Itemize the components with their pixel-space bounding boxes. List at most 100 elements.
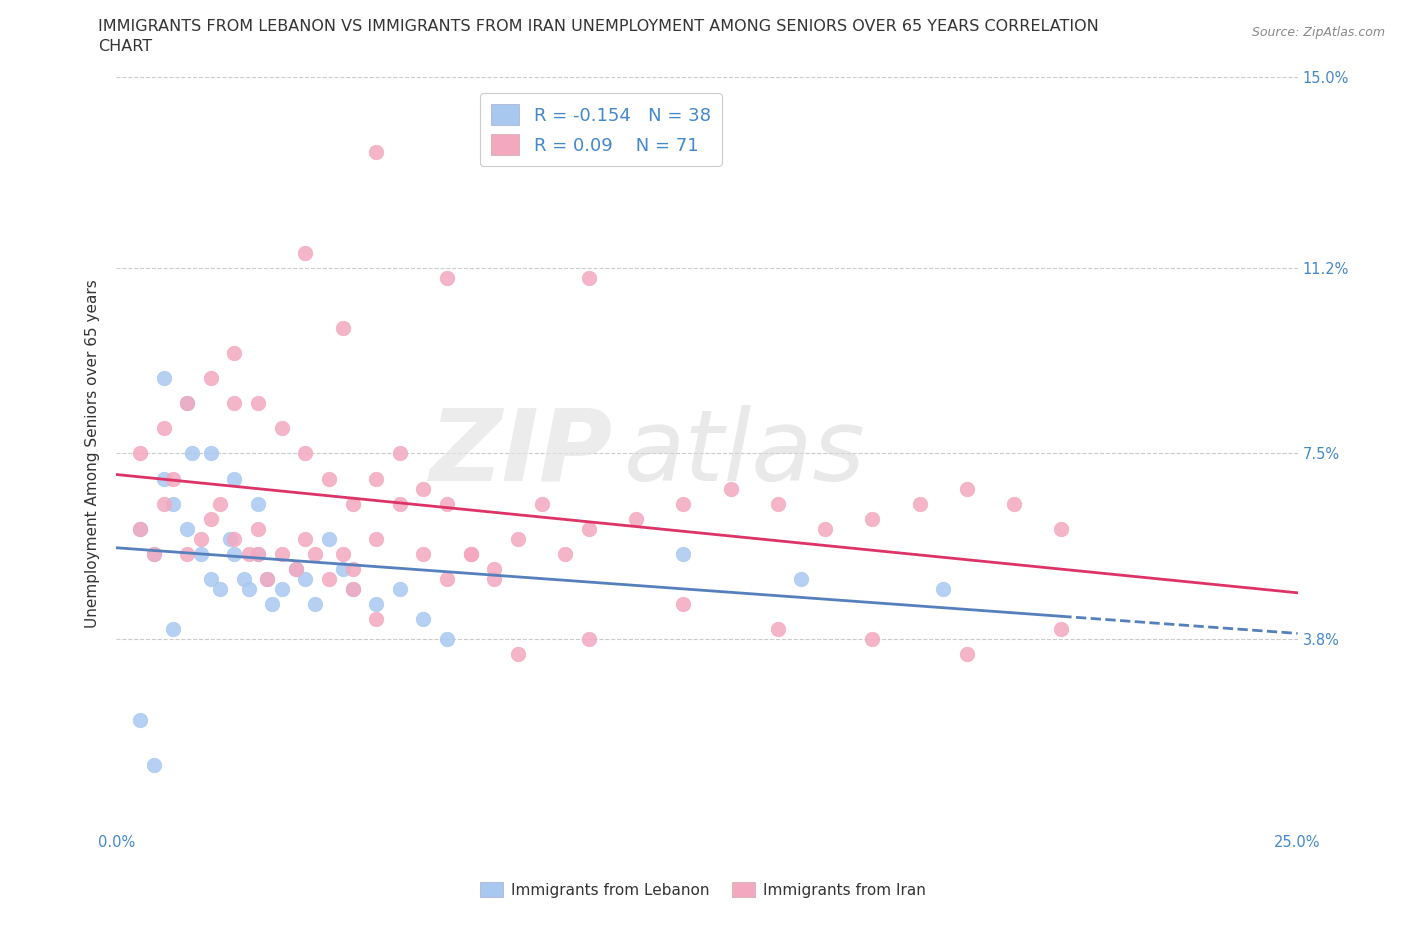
Point	[232, 572, 254, 587]
Legend: R = -0.154   N = 38, R = 0.09    N = 71: R = -0.154 N = 38, R = 0.09 N = 71	[479, 93, 721, 166]
Point	[672, 597, 695, 612]
Point	[672, 497, 695, 512]
Point	[129, 446, 152, 461]
Point	[530, 497, 553, 512]
Point	[143, 757, 166, 772]
Legend: Immigrants from Lebanon, Immigrants from Iran: Immigrants from Lebanon, Immigrants from…	[474, 875, 932, 904]
Point	[814, 522, 837, 537]
Text: atlas: atlas	[624, 405, 866, 502]
Point	[790, 572, 813, 587]
Point	[908, 497, 931, 512]
Point	[342, 581, 364, 596]
Point	[304, 597, 326, 612]
Point	[1050, 522, 1073, 537]
Point	[152, 371, 174, 386]
Point	[176, 547, 198, 562]
Point	[180, 446, 202, 461]
Point	[238, 581, 260, 596]
Point	[270, 547, 292, 562]
Point	[129, 522, 152, 537]
Point	[318, 572, 340, 587]
Point	[672, 547, 695, 562]
Point	[318, 472, 340, 486]
Point	[224, 547, 246, 562]
Point	[332, 547, 354, 562]
Text: IMMIGRANTS FROM LEBANON VS IMMIGRANTS FROM IRAN UNEMPLOYMENT AMONG SENIORS OVER : IMMIGRANTS FROM LEBANON VS IMMIGRANTS FR…	[98, 19, 1099, 33]
Point	[224, 472, 246, 486]
Point	[284, 562, 307, 577]
Point	[342, 497, 364, 512]
Point	[484, 572, 506, 587]
Point	[578, 271, 600, 286]
Point	[162, 497, 184, 512]
Point	[200, 512, 222, 526]
Point	[388, 581, 411, 596]
Point	[162, 472, 184, 486]
Point	[484, 562, 506, 577]
Point	[366, 597, 388, 612]
Point	[200, 371, 222, 386]
Point	[624, 512, 647, 526]
Point	[860, 512, 883, 526]
Point	[256, 572, 278, 587]
Point	[388, 446, 411, 461]
Point	[190, 531, 212, 546]
Point	[860, 631, 883, 646]
Point	[388, 497, 411, 512]
Point	[366, 612, 388, 627]
Point	[200, 572, 222, 587]
Point	[506, 647, 529, 662]
Point	[294, 572, 316, 587]
Point	[270, 581, 292, 596]
Point	[294, 531, 316, 546]
Point	[143, 547, 166, 562]
Point	[956, 647, 979, 662]
Point	[176, 522, 198, 537]
Point	[956, 481, 979, 496]
Point	[218, 531, 240, 546]
Point	[1002, 497, 1025, 512]
Point	[247, 396, 270, 411]
Point	[270, 421, 292, 436]
Point	[294, 446, 316, 461]
Point	[209, 581, 232, 596]
Point	[238, 547, 260, 562]
Point	[436, 572, 458, 587]
Point	[143, 547, 166, 562]
Point	[129, 712, 152, 727]
Point	[412, 481, 434, 496]
Text: ZIP: ZIP	[429, 405, 613, 502]
Point	[262, 597, 284, 612]
Point	[412, 547, 434, 562]
Point	[304, 547, 326, 562]
Point	[247, 497, 270, 512]
Point	[176, 396, 198, 411]
Point	[152, 472, 174, 486]
Point	[366, 145, 388, 160]
Point	[578, 631, 600, 646]
Point	[766, 497, 789, 512]
Point	[460, 547, 482, 562]
Point	[224, 346, 246, 361]
Point	[190, 547, 212, 562]
Point	[436, 271, 458, 286]
Point	[256, 572, 278, 587]
Point	[332, 321, 354, 336]
Point	[554, 547, 576, 562]
Point	[436, 631, 458, 646]
Point	[766, 622, 789, 637]
Point	[342, 562, 364, 577]
Point	[932, 581, 955, 596]
Text: Source: ZipAtlas.com: Source: ZipAtlas.com	[1251, 26, 1385, 39]
Point	[224, 531, 246, 546]
Point	[412, 612, 434, 627]
Text: CHART: CHART	[98, 39, 152, 54]
Y-axis label: Unemployment Among Seniors over 65 years: Unemployment Among Seniors over 65 years	[86, 279, 100, 628]
Point	[436, 497, 458, 512]
Point	[176, 396, 198, 411]
Point	[129, 522, 152, 537]
Point	[1050, 622, 1073, 637]
Point	[366, 531, 388, 546]
Point	[720, 481, 742, 496]
Point	[578, 522, 600, 537]
